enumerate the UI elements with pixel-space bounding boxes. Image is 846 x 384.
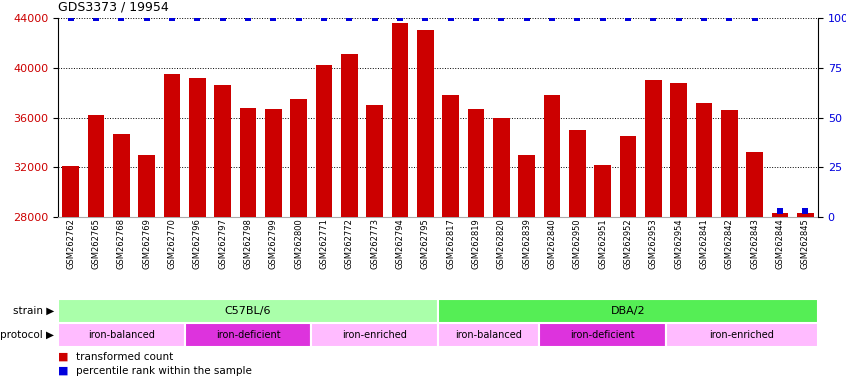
- Point: [545, 15, 558, 21]
- Point: [799, 208, 812, 214]
- Bar: [88, 115, 104, 217]
- Bar: [620, 136, 636, 217]
- Text: iron-balanced: iron-balanced: [455, 330, 522, 340]
- Text: transformed count: transformed count: [76, 352, 173, 362]
- Bar: [772, 213, 788, 217]
- Bar: [595, 165, 611, 217]
- Text: iron-deficient: iron-deficient: [216, 330, 280, 340]
- Point: [621, 15, 634, 21]
- Bar: [139, 155, 155, 217]
- Bar: [540, 323, 666, 347]
- Text: GDS3373 / 19954: GDS3373 / 19954: [58, 1, 168, 14]
- Bar: [366, 105, 383, 217]
- Point: [89, 15, 102, 21]
- Bar: [442, 95, 459, 217]
- Point: [520, 15, 534, 21]
- Bar: [290, 99, 307, 217]
- Bar: [164, 74, 180, 217]
- Bar: [493, 118, 509, 217]
- Point: [292, 15, 305, 21]
- Bar: [265, 109, 282, 217]
- Point: [241, 15, 255, 21]
- Point: [114, 15, 128, 21]
- Text: iron-enriched: iron-enriched: [710, 330, 774, 340]
- Point: [722, 15, 736, 21]
- Text: C57BL/6: C57BL/6: [225, 306, 272, 316]
- Point: [266, 15, 280, 21]
- Point: [672, 15, 685, 21]
- Point: [444, 15, 458, 21]
- Bar: [392, 23, 409, 217]
- Bar: [569, 130, 585, 217]
- Point: [64, 15, 78, 21]
- Text: strain ▶: strain ▶: [13, 306, 54, 316]
- Bar: [666, 323, 818, 347]
- Bar: [645, 80, 662, 217]
- Text: ■: ■: [58, 352, 69, 362]
- Point: [470, 15, 483, 21]
- Bar: [544, 95, 560, 217]
- Point: [165, 15, 179, 21]
- Text: DBA/2: DBA/2: [611, 306, 645, 316]
- Point: [570, 15, 584, 21]
- Bar: [468, 109, 484, 217]
- Bar: [113, 134, 129, 217]
- Bar: [58, 323, 184, 347]
- Bar: [341, 54, 358, 217]
- Bar: [63, 166, 79, 217]
- Bar: [721, 110, 738, 217]
- Point: [393, 15, 407, 21]
- Bar: [670, 83, 687, 217]
- Text: percentile rank within the sample: percentile rank within the sample: [76, 366, 252, 376]
- Bar: [190, 78, 206, 217]
- Bar: [214, 85, 231, 217]
- Point: [773, 208, 787, 214]
- Bar: [797, 213, 814, 217]
- Point: [140, 15, 153, 21]
- Point: [596, 15, 609, 21]
- Text: ■: ■: [58, 366, 69, 376]
- Point: [317, 15, 331, 21]
- Bar: [417, 30, 433, 217]
- Point: [646, 15, 660, 21]
- Point: [748, 15, 761, 21]
- Bar: [311, 323, 438, 347]
- Bar: [438, 299, 818, 323]
- Point: [697, 15, 711, 21]
- Point: [216, 15, 229, 21]
- Text: iron-deficient: iron-deficient: [570, 330, 635, 340]
- Bar: [58, 299, 438, 323]
- Bar: [316, 65, 332, 217]
- Bar: [746, 152, 763, 217]
- Bar: [239, 108, 256, 217]
- Point: [419, 15, 432, 21]
- Point: [495, 15, 508, 21]
- Bar: [184, 323, 311, 347]
- Bar: [519, 155, 535, 217]
- Bar: [695, 103, 712, 217]
- Bar: [438, 323, 540, 347]
- Text: iron-balanced: iron-balanced: [88, 330, 155, 340]
- Text: protocol ▶: protocol ▶: [0, 330, 54, 340]
- Point: [190, 15, 204, 21]
- Point: [343, 15, 356, 21]
- Point: [368, 15, 382, 21]
- Text: iron-enriched: iron-enriched: [343, 330, 407, 340]
